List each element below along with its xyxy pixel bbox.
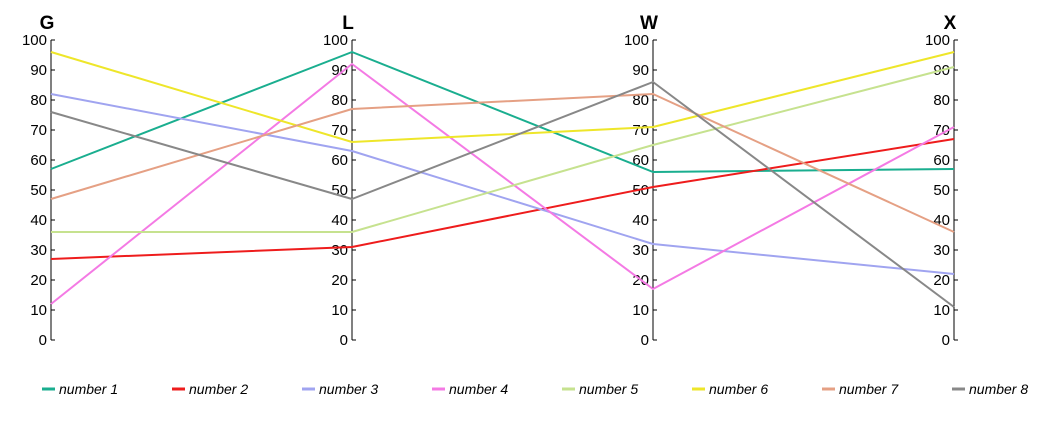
tick-label: 30 — [30, 242, 47, 259]
tick-label: 90 — [632, 62, 649, 79]
axis-title: W — [640, 13, 658, 34]
tick-label: 20 — [331, 272, 348, 289]
legend-item-7: number 7 — [822, 381, 899, 397]
tick-label: 40 — [30, 212, 47, 229]
axis-title: X — [944, 13, 957, 34]
axis-g: G 0 10 20 30 40 50 60 70 80 90 100 — [22, 13, 55, 349]
tick-label: 100 — [22, 32, 47, 49]
tick-label: 0 — [340, 332, 348, 349]
legend-label: number 7 — [839, 381, 899, 397]
tick-label: 20 — [933, 272, 950, 289]
tick-label: 0 — [942, 332, 950, 349]
legend-item-1: number 1 — [42, 381, 118, 397]
tick-label: 100 — [925, 32, 950, 49]
axes-layer: G0102030405060708090100L0102030405060708… — [22, 13, 958, 349]
tick-label: 40 — [331, 212, 348, 229]
tick-label: 70 — [632, 122, 649, 139]
tick-label: 50 — [30, 182, 47, 199]
tick-label: 30 — [632, 242, 649, 259]
legend: number 1 number 2 number 3 number 4 number 5… — [42, 381, 1028, 397]
legend-label: number 1 — [59, 381, 118, 397]
legend-item-4: number 4 — [432, 381, 508, 397]
series-line-1 — [50, 51, 955, 173]
tick-label: 60 — [30, 152, 47, 169]
tick-label: 70 — [30, 122, 47, 139]
axis-title: G — [40, 13, 55, 34]
tick-label: 10 — [30, 302, 47, 319]
series-line-7 — [50, 93, 955, 233]
legend-label: number 6 — [709, 381, 768, 397]
tick-label: 40 — [632, 212, 649, 229]
legend-item-6: number 6 — [692, 381, 768, 397]
tick-label: 60 — [933, 152, 950, 169]
tick-label: 70 — [933, 122, 950, 139]
legend-label: number 5 — [579, 381, 638, 397]
tick-label: 20 — [30, 272, 47, 289]
tick-label: 30 — [331, 242, 348, 259]
tick-label: 90 — [30, 62, 47, 79]
tick-label: 0 — [39, 332, 47, 349]
tick-label: 80 — [331, 92, 348, 109]
legend-item-3: number 3 — [302, 381, 378, 397]
series-line-8 — [50, 81, 955, 308]
legend-item-5: number 5 — [562, 381, 638, 397]
tick-label: 10 — [331, 302, 348, 319]
tick-label: 80 — [933, 92, 950, 109]
tick-label: 10 — [933, 302, 950, 319]
series-line-6 — [50, 51, 955, 143]
legend-item-2: number 2 — [172, 381, 248, 397]
tick-label: 50 — [632, 182, 649, 199]
legend-label: number 4 — [449, 381, 508, 397]
tick-label: 100 — [323, 32, 348, 49]
tick-label: 100 — [624, 32, 649, 49]
legend-item-8: number 8 — [952, 381, 1028, 397]
series-layer — [50, 51, 955, 308]
tick-label: 80 — [30, 92, 47, 109]
tick-label: 10 — [632, 302, 649, 319]
legend-label: number 3 — [319, 381, 378, 397]
tick-label: 70 — [331, 122, 348, 139]
axis-title: L — [342, 13, 354, 34]
tick-label: 80 — [632, 92, 649, 109]
legend-label: number 2 — [189, 381, 248, 397]
legend-label: number 8 — [969, 381, 1028, 397]
tick-label: 50 — [933, 182, 950, 199]
series-line-3 — [50, 93, 955, 275]
series-line-4 — [50, 63, 955, 305]
tick-label: 90 — [331, 62, 348, 79]
tick-label: 0 — [641, 332, 649, 349]
tick-label: 60 — [331, 152, 348, 169]
tick-label: 30 — [933, 242, 950, 259]
series-line-5 — [51, 66, 955, 233]
